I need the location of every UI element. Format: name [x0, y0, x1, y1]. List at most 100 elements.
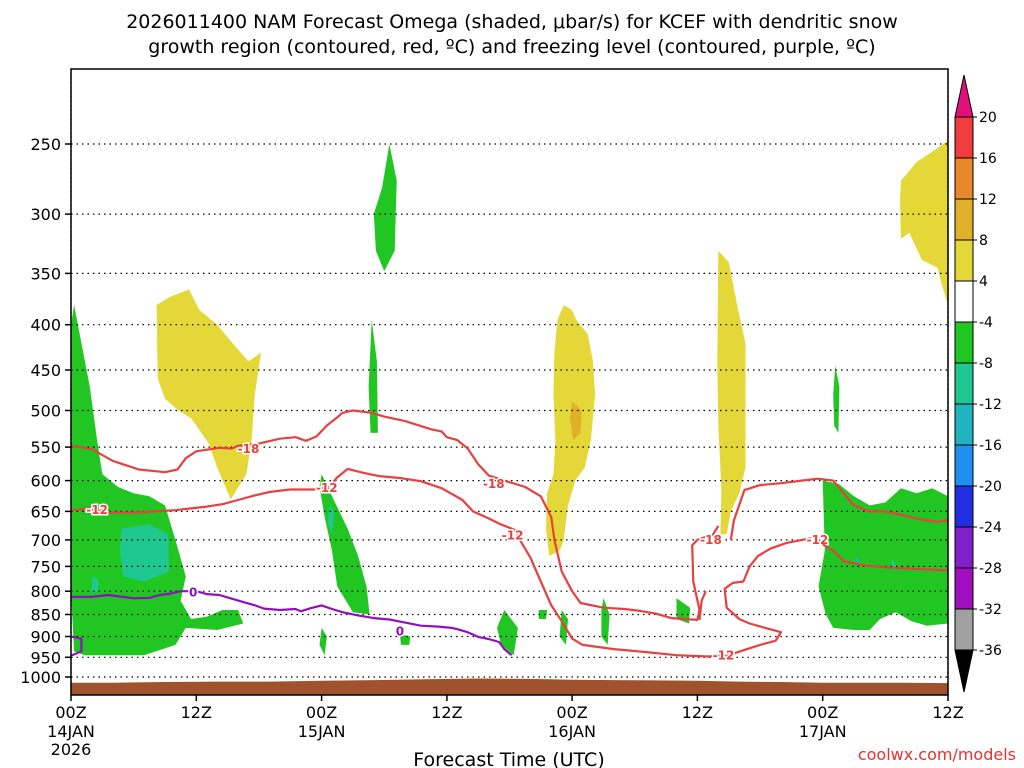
contour-label-dgz-minus12-3: -12: [713, 649, 735, 663]
omega-region-omega-pos-62h: [717, 250, 746, 535]
contour-dgz-east-minus18: [698, 590, 707, 621]
colorbar-swatch-1: [954, 157, 974, 200]
colorbar-swatch-4: [954, 280, 974, 323]
colorbar-swatch-3: [954, 239, 974, 282]
ground-layer: [71, 678, 948, 695]
omega-region-omega-neg-73h-upper: [833, 365, 840, 433]
x-tick-day-0: 14JAN: [47, 722, 95, 741]
omega-region-omega-neg-41h-low: [497, 610, 518, 656]
colorbar-swatch-2: [954, 198, 974, 241]
colorbar-label-2: 12: [979, 192, 997, 208]
x-axis-title: Forecast Time (UTC): [413, 749, 604, 768]
y-tick-label-500: 500: [30, 402, 61, 421]
contour-label-freezing-level-0: 0: [189, 586, 197, 600]
colorbar-swatch-8: [954, 444, 974, 487]
y-tick-label-250: 250: [30, 135, 61, 154]
contour-label-dgz-minus12-2: -12: [502, 528, 524, 542]
y-tick-label-850: 850: [30, 606, 61, 625]
y-tick-label-750: 750: [30, 557, 61, 576]
plot-frame: [70, 68, 949, 696]
colorbar-swatch-5: [954, 321, 974, 364]
x-tick-time-7: 12Z: [932, 703, 963, 722]
y-tick-label-700: 700: [30, 531, 61, 550]
colorbar-label-7: -12: [979, 397, 1002, 413]
x-tick-time-0: 00Z: [55, 703, 86, 722]
x-tick-time-2: 00Z: [306, 703, 337, 722]
chart-title-line-1: 2026011400 NAM Forecast Omega (shaded, μ…: [126, 11, 898, 33]
credit-text: coolwx.com/models: [858, 745, 1016, 764]
x-tick-day-2: 15JAN: [298, 722, 346, 741]
omega-region-omega-pos-east: [900, 140, 948, 305]
colorbar-label-1: 16: [979, 151, 997, 167]
contour-dgz-minus18: [70, 409, 720, 622]
x-tick-time-1: 12Z: [181, 703, 212, 722]
x-tick-day-6: 17JAN: [799, 722, 847, 741]
colorbar-label-9: -20: [979, 479, 1002, 495]
y-tick-label-800: 800: [30, 582, 61, 601]
colorbar-label-12: -32: [979, 602, 1002, 618]
chart-title-line-2: growth region (contoured, red, ºC) and f…: [148, 36, 875, 58]
y-tick-label-600: 600: [30, 472, 61, 491]
y-tick-label-400: 400: [30, 316, 61, 335]
colorbar-swatch-7: [954, 403, 974, 446]
colorbar-label-4: 4: [979, 274, 988, 290]
contour-label-dgz-minus12-1: -12: [316, 481, 338, 495]
contour-label-dgz-minus18-1: -18: [483, 477, 505, 491]
x-tick-time-6: 00Z: [807, 703, 838, 722]
y-tick-label-550: 550: [30, 438, 61, 457]
colorbar-label-6: -8: [979, 356, 993, 372]
x-tick-day-4: 16JAN: [548, 722, 596, 741]
omega-region-omega-neg-51h-low: [601, 598, 610, 645]
y-tick-label-950: 950: [30, 648, 61, 667]
x-tick-time-4: 00Z: [556, 703, 587, 722]
omega-region-omega-neg-27h-upper: [368, 319, 378, 433]
colorbar-label-5: -4: [979, 315, 993, 331]
contour-label-dgz-minus18-0: -18: [238, 442, 260, 456]
omega-region-omega-neg-west-tip: [91, 576, 99, 594]
contour-label-freezing-level-1: 0: [396, 624, 404, 638]
omega-region-omega-neg-44h-low: [538, 610, 548, 619]
omega-region-omega-neg-west-low: [71, 305, 244, 656]
contour-label-dgz-minus12-0: -12: [86, 503, 108, 517]
colorbar-swatch-9: [954, 485, 974, 528]
ground-surface: [71, 678, 948, 695]
contour-freezing-level-west: [70, 635, 83, 657]
contour-label-dgz-minus18-2: -18: [700, 533, 722, 547]
colorbar-top-arrow: [954, 74, 974, 118]
colorbar-label-13: -36: [979, 643, 1002, 659]
x-tick-year-0: 2026: [51, 740, 92, 759]
colorbar-bottom-arrow: [954, 649, 974, 693]
colorbar-label-3: 8: [979, 233, 988, 249]
omega-region-omega-pos-48h: [546, 305, 596, 556]
contour-dgz-east-band: [729, 477, 949, 541]
omega-region-omega-neg-25h-core: [327, 502, 335, 535]
colorbar-swatch-10: [954, 526, 974, 569]
contour-dgz-minus12: [70, 467, 813, 658]
omega-region-omega-neg-west-core: [120, 524, 170, 582]
x-tick-time-5: 12Z: [682, 703, 713, 722]
y-tick-label-300: 300: [30, 205, 61, 224]
y-tick-label-350: 350: [30, 264, 61, 283]
colorbar-swatch-11: [954, 567, 974, 610]
colorbar-swatch-12: [954, 608, 974, 651]
x-tick-time-3: 12Z: [431, 703, 462, 722]
colorbar-swatch-0: [954, 116, 974, 159]
colorbar-label-11: -28: [979, 561, 1002, 577]
y-tick-label-900: 900: [30, 628, 61, 647]
omega-region-omega-neg-24h-low: [319, 627, 327, 656]
y-tick-label-1000: 1000: [20, 668, 61, 687]
contour-freezing-level: [71, 590, 513, 657]
contour-dgz-east-lower: [822, 543, 949, 572]
y-tick-label-450: 450: [30, 361, 61, 380]
omega-region-omega-neg-58h-low: [676, 598, 691, 624]
omega-shading-layer: [71, 140, 948, 656]
omega-region-omega-neg-east-dot: [856, 556, 860, 564]
colorbar-swatch-6: [954, 362, 974, 405]
omega-region-omega-neg-29h-upper: [373, 144, 397, 272]
colorbar-label-8: -16: [979, 438, 1002, 454]
colorbar: 20 16 12 8 4 -4 -8 -12 -16 -20 -24 -28 -32 -36: [954, 74, 1002, 693]
y-axis: 250 300 350 400 450 500 550 600 650 700 750 800 850 9…: [20, 135, 71, 687]
